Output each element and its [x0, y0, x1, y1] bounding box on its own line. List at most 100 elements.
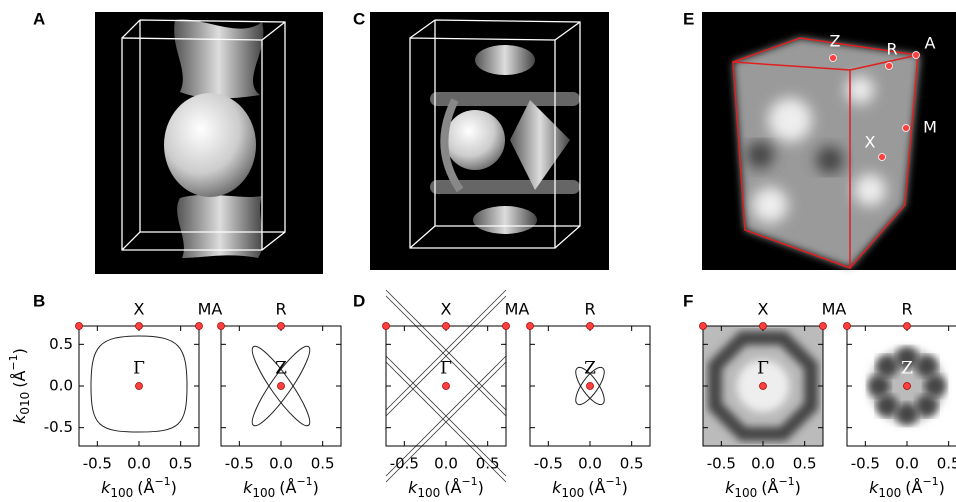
- point-marker: [759, 322, 767, 330]
- point-marker: [277, 322, 285, 330]
- x-tick-label: 0.0: [127, 455, 151, 473]
- axis-subscript: 100: [252, 486, 275, 500]
- point-marker: [217, 322, 225, 330]
- panel-label: E: [683, 9, 694, 28]
- arpes-lobe: [915, 355, 938, 378]
- axis-unit-sup: −1: [296, 475, 312, 488]
- point-marker: [759, 382, 767, 390]
- point-marker: [699, 322, 707, 330]
- axis-unit-sup: −1: [7, 354, 20, 370]
- point-marker: [526, 322, 534, 330]
- axis-symbol: k: [243, 478, 253, 497]
- x-tick-label: 0.0: [895, 455, 919, 473]
- plot: -0.5 0.0 0.5 R Z: [843, 300, 956, 473]
- point-marker: [277, 382, 285, 390]
- plot: -0.5 0.0 0.5 X MA Γ: [382, 289, 530, 483]
- axis-unit: (Å: [761, 478, 778, 497]
- panel-label: A: [33, 9, 45, 28]
- y-tick-label: -0.5: [44, 418, 73, 436]
- point-marker: [885, 62, 893, 70]
- arpes-lobe: [876, 394, 899, 417]
- x-axis-label: k100 (Å−1): [408, 475, 484, 500]
- x-tick-label: 0.5: [793, 455, 817, 473]
- axis-symbol: k: [408, 478, 418, 497]
- top-point-label: R: [901, 300, 912, 319]
- top-point-label: MA: [198, 300, 223, 319]
- top-point-label: R: [584, 300, 595, 319]
- axis-unit: (Å: [137, 478, 154, 497]
- panel-label: B: [33, 291, 45, 310]
- point-marker: [878, 153, 886, 161]
- axis-unit: ): [478, 478, 484, 497]
- axis-unit-sup: −1: [154, 475, 170, 488]
- plot: -0.5 0.0 0.5 0.5 0.0 -0.5 X MA Γ: [44, 300, 223, 473]
- axis-unit: (Å: [444, 478, 461, 497]
- x-axis-label: k100 (Å−1): [869, 475, 945, 500]
- x-axis-label: k100 (Å−1): [101, 475, 177, 500]
- point-marker: [442, 382, 450, 390]
- arpes-lobe: [868, 375, 890, 397]
- point-label: M: [923, 118, 937, 137]
- point-marker: [135, 322, 143, 330]
- arpes-lobe: [896, 403, 918, 425]
- axis-symbol: k: [869, 478, 879, 497]
- arpes-ring: [707, 330, 819, 442]
- x-tick-label: 0.5: [476, 455, 500, 473]
- panel-a-image: [95, 12, 323, 274]
- axis-subscript: 100: [417, 486, 440, 500]
- center-label: Z: [901, 359, 913, 379]
- fermi-contour: [575, 366, 605, 406]
- y-tick-label: 0.0: [49, 377, 73, 395]
- axis-unit: ): [939, 478, 945, 497]
- point-marker: [135, 382, 143, 390]
- x-tick-label: 0.0: [434, 455, 458, 473]
- point-marker: [903, 382, 911, 390]
- plot: -0.5 0.0 0.5 R Z: [526, 300, 651, 473]
- x-axis-label: k100 (Å−1): [552, 475, 628, 500]
- center-label: Z: [275, 359, 287, 379]
- x-tick-label: 0.0: [269, 455, 293, 473]
- x-tick-label: -0.5: [534, 455, 563, 473]
- top-point-label: MA: [505, 300, 530, 319]
- arpes-lobe: [876, 355, 899, 378]
- axis-subscript: 100: [561, 486, 584, 500]
- axis-unit: ): [313, 478, 319, 497]
- x-tick-label: 0.0: [578, 455, 602, 473]
- arpes-lobe: [896, 347, 918, 369]
- x-tick-label: -0.5: [851, 455, 880, 473]
- point-marker: [903, 322, 911, 330]
- x-tick-label: -0.5: [707, 455, 736, 473]
- point-label: A: [925, 34, 936, 53]
- x-tick-label: 0.5: [620, 455, 644, 473]
- axis-unit: (Å: [279, 478, 296, 497]
- top-point-label: X: [134, 300, 145, 319]
- point-label: R: [886, 40, 897, 59]
- fermi-contour: [385, 361, 507, 483]
- axis-unit: ): [171, 478, 177, 497]
- x-tick-label: -0.5: [83, 455, 112, 473]
- axis-unit: ): [622, 478, 628, 497]
- fermi-contour: [575, 366, 605, 406]
- center-label: Γ: [440, 359, 452, 379]
- y-tick-label: 0.5: [49, 335, 73, 353]
- panel-c-image: [370, 12, 609, 270]
- axis-unit: (Å: [588, 478, 605, 497]
- axis-unit: (Å: [10, 371, 29, 388]
- plot: -0.5 0.0 0.5 R Z: [217, 300, 342, 473]
- top-point-label: X: [441, 300, 452, 319]
- point-marker: [586, 382, 594, 390]
- x-tick-label: 0.5: [311, 455, 335, 473]
- point-marker: [912, 51, 920, 59]
- point-marker: [586, 322, 594, 330]
- fermi-contour: [251, 345, 311, 427]
- panel-label: F: [683, 291, 693, 310]
- center-label: Γ: [757, 359, 769, 379]
- plot: -0.5 0.0 0.5 X MA Γ: [699, 300, 846, 473]
- y-axis-label: k010 (Å−1): [7, 348, 32, 424]
- x-tick-label: 0.5: [937, 455, 956, 473]
- point-marker: [829, 54, 837, 62]
- x-axis-label: k100 (Å−1): [725, 475, 801, 500]
- point-marker: [382, 322, 390, 330]
- point-marker: [75, 322, 83, 330]
